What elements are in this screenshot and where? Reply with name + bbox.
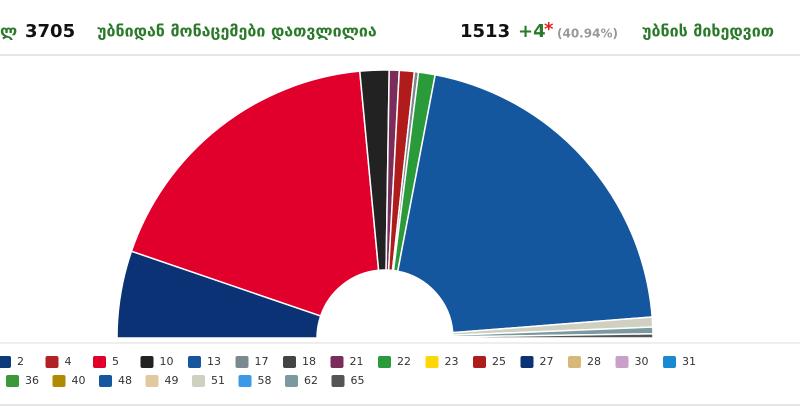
legend-swatch — [238, 375, 252, 387]
legend-swatch — [285, 375, 298, 387]
legend-swatch — [192, 375, 205, 387]
legend-label: 4 — [65, 355, 72, 368]
legend-swatch — [283, 356, 296, 368]
header-counted: 1513 — [460, 21, 510, 42]
legend-swatch — [378, 356, 391, 368]
legend-label: 49 — [165, 374, 179, 387]
legend-label: 21 — [350, 355, 364, 368]
legend-label: 5 — [112, 355, 119, 368]
legend-swatch — [145, 375, 159, 387]
legend-swatch — [473, 356, 486, 368]
legend-label: 58 — [258, 374, 272, 387]
header-extra-mark: * — [544, 19, 554, 40]
legend-label: 62 — [304, 374, 318, 387]
legend-label: 23 — [445, 355, 459, 368]
legend-label: 28 — [587, 355, 601, 368]
legend-swatch — [188, 356, 201, 368]
header-total: 3705 — [25, 21, 75, 42]
legend-swatch — [93, 356, 106, 368]
donut-segment — [396, 73, 653, 334]
legend-label: 22 — [397, 355, 411, 368]
header-label: უბნიდან მონაცემები დათვლილია — [97, 22, 377, 41]
legend-swatch — [235, 356, 249, 368]
donut-segment — [452, 333, 654, 339]
legend-label: 25 — [492, 355, 506, 368]
legend-label: 18 — [302, 355, 316, 368]
legend-swatch — [331, 375, 345, 387]
legend-swatch — [330, 356, 344, 368]
legend-label: 2 — [17, 355, 24, 368]
legend-label: 51 — [211, 374, 225, 387]
legend-label: 40 — [72, 374, 86, 387]
legend-swatch — [99, 375, 112, 387]
legend-swatch — [568, 356, 581, 368]
legend-swatch — [520, 356, 534, 368]
header-extra: +4 — [518, 21, 546, 42]
header-by-precinct: უბნის მიხედვით — [642, 22, 774, 41]
legend-swatch — [0, 356, 11, 368]
legend-swatch — [140, 356, 154, 368]
legend-label: 65 — [351, 374, 365, 387]
legend-swatch — [45, 356, 59, 368]
legend-swatch — [663, 356, 676, 368]
legend-swatch — [6, 375, 19, 387]
legend-label: 27 — [540, 355, 554, 368]
legend-label: 30 — [635, 355, 649, 368]
legend-label: 13 — [207, 355, 221, 368]
legend-swatch — [52, 375, 66, 387]
legend-label: 17 — [255, 355, 269, 368]
header-percent: (40.94%) — [557, 27, 618, 41]
legend-label: 36 — [25, 374, 39, 387]
legend-label: 48 — [118, 374, 132, 387]
legend-label: 31 — [682, 355, 696, 368]
donut-segment — [130, 70, 380, 317]
legend-label: 10 — [160, 355, 174, 368]
legend-swatch — [425, 356, 439, 368]
header-prefix: ლ — [0, 22, 17, 41]
legend-swatch — [615, 356, 629, 368]
